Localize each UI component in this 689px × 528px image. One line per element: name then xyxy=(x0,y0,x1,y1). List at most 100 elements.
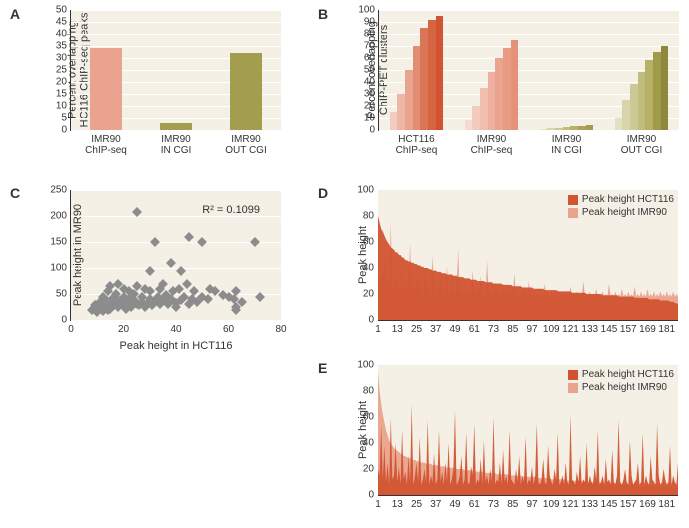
ytick: 40 xyxy=(364,77,379,88)
bar xyxy=(630,84,638,130)
ytick: 50 xyxy=(364,65,379,76)
ylabel-E: Peak height xyxy=(357,401,369,459)
xtick: 181 xyxy=(658,320,675,335)
ytick: 80 xyxy=(364,29,379,40)
panel-label-A: A xyxy=(10,6,20,22)
xtick: 0 xyxy=(68,320,74,335)
xtick: IMR90ChIP-seq xyxy=(454,130,529,156)
bar xyxy=(503,48,511,130)
ytick: 0 xyxy=(369,125,379,136)
panel-label-E: E xyxy=(318,360,327,376)
xtick: 61 xyxy=(469,495,480,510)
ytick: 40 xyxy=(363,438,378,449)
xtick: 61 xyxy=(469,320,480,335)
xtick: 157 xyxy=(620,320,637,335)
panel-label-B: B xyxy=(318,6,328,22)
bar xyxy=(413,46,421,130)
xtick: 145 xyxy=(601,320,618,335)
bar xyxy=(653,52,661,130)
panel-label-C: C xyxy=(10,185,20,201)
ytick: 90 xyxy=(364,17,379,28)
bar xyxy=(465,120,473,130)
scatter-point xyxy=(184,232,194,242)
bar xyxy=(645,60,653,130)
ytick: 100 xyxy=(358,5,379,16)
xtick: 73 xyxy=(488,495,499,510)
xtick: 60 xyxy=(223,320,234,335)
ylabel-D: Peak height xyxy=(357,226,369,284)
xtick: 109 xyxy=(543,495,560,510)
scatter-point xyxy=(182,279,192,289)
scatter-point xyxy=(150,237,160,247)
xtick: 73 xyxy=(488,320,499,335)
ytick: 20 xyxy=(363,289,378,300)
ytick: 60 xyxy=(364,53,379,64)
ytick: 150 xyxy=(50,237,71,248)
panel-C: Peak height in MR90 Peak height in HCT11… xyxy=(70,190,280,320)
bar xyxy=(428,20,436,130)
bar xyxy=(480,88,488,130)
xtick: 97 xyxy=(526,320,537,335)
xtick: IMR90OUT CGI xyxy=(211,130,281,156)
ytick: 200 xyxy=(50,211,71,222)
bar xyxy=(495,58,503,130)
xtick: 49 xyxy=(449,320,460,335)
panel-D: Peak height Peak height HCT116Peak heigh… xyxy=(378,190,678,320)
xtick: 25 xyxy=(411,320,422,335)
xtick: 97 xyxy=(526,495,537,510)
xtick: 121 xyxy=(562,495,579,510)
plot-area-B: Percent overlapping ChIP-PET clusters 01… xyxy=(378,10,679,131)
ytick: 35 xyxy=(56,41,71,52)
xtick: 133 xyxy=(581,320,598,335)
xtick: 133 xyxy=(581,495,598,510)
bar xyxy=(638,72,646,130)
xtick: 109 xyxy=(543,320,560,335)
xtick: 40 xyxy=(170,320,181,335)
ytick: 30 xyxy=(56,53,71,64)
bar xyxy=(230,53,262,130)
bar xyxy=(420,28,428,130)
xtick: 25 xyxy=(411,495,422,510)
xtick: IMR90IN CGI xyxy=(141,130,211,156)
bar xyxy=(615,118,623,130)
bar xyxy=(405,70,413,130)
bar xyxy=(488,72,496,130)
plot-area-D: Peak height Peak height HCT116Peak heigh… xyxy=(378,190,678,321)
xtick: 13 xyxy=(392,320,403,335)
xtick: 49 xyxy=(449,495,460,510)
bar xyxy=(397,94,405,130)
ytick: 50 xyxy=(56,289,71,300)
xtick: 169 xyxy=(639,495,656,510)
ytick: 0 xyxy=(61,125,71,136)
ytick: 100 xyxy=(357,360,378,371)
panel-A: Percent overlapping HC116 ChIP-seq peaks… xyxy=(70,10,280,130)
bar xyxy=(390,112,398,130)
ytick: 40 xyxy=(56,29,71,40)
xtick: HCT116ChIP-seq xyxy=(379,130,454,156)
bar xyxy=(472,106,480,130)
plot-area-C: Peak height in MR90 Peak height in HCT11… xyxy=(70,190,281,321)
ytick: 20 xyxy=(363,464,378,475)
ytick: 20 xyxy=(364,101,379,112)
ytick: 15 xyxy=(56,89,71,100)
ytick: 20 xyxy=(56,77,71,88)
r-squared-annotation: R² = 0.1099 xyxy=(202,204,260,216)
ytick: 70 xyxy=(364,41,379,52)
xtick: 157 xyxy=(620,495,637,510)
xtick: 37 xyxy=(430,320,441,335)
panel-E: Peak height Peak height HCT116Peak heigh… xyxy=(378,365,678,495)
xtick: 13 xyxy=(392,495,403,510)
ytick: 50 xyxy=(56,5,71,16)
xtick: 20 xyxy=(118,320,129,335)
ytick: 25 xyxy=(56,65,71,76)
xtick: 85 xyxy=(507,495,518,510)
xtick: IMR90IN CGI xyxy=(529,130,604,156)
scatter-point xyxy=(166,258,176,268)
bar xyxy=(90,48,122,130)
area-svg xyxy=(378,365,678,495)
figure: A Percent overlapping HC116 ChIP-seq pea… xyxy=(0,0,689,528)
panel-label-D: D xyxy=(318,185,328,201)
scatter-point xyxy=(250,237,260,247)
ytick: 60 xyxy=(363,412,378,423)
bar xyxy=(622,100,630,130)
